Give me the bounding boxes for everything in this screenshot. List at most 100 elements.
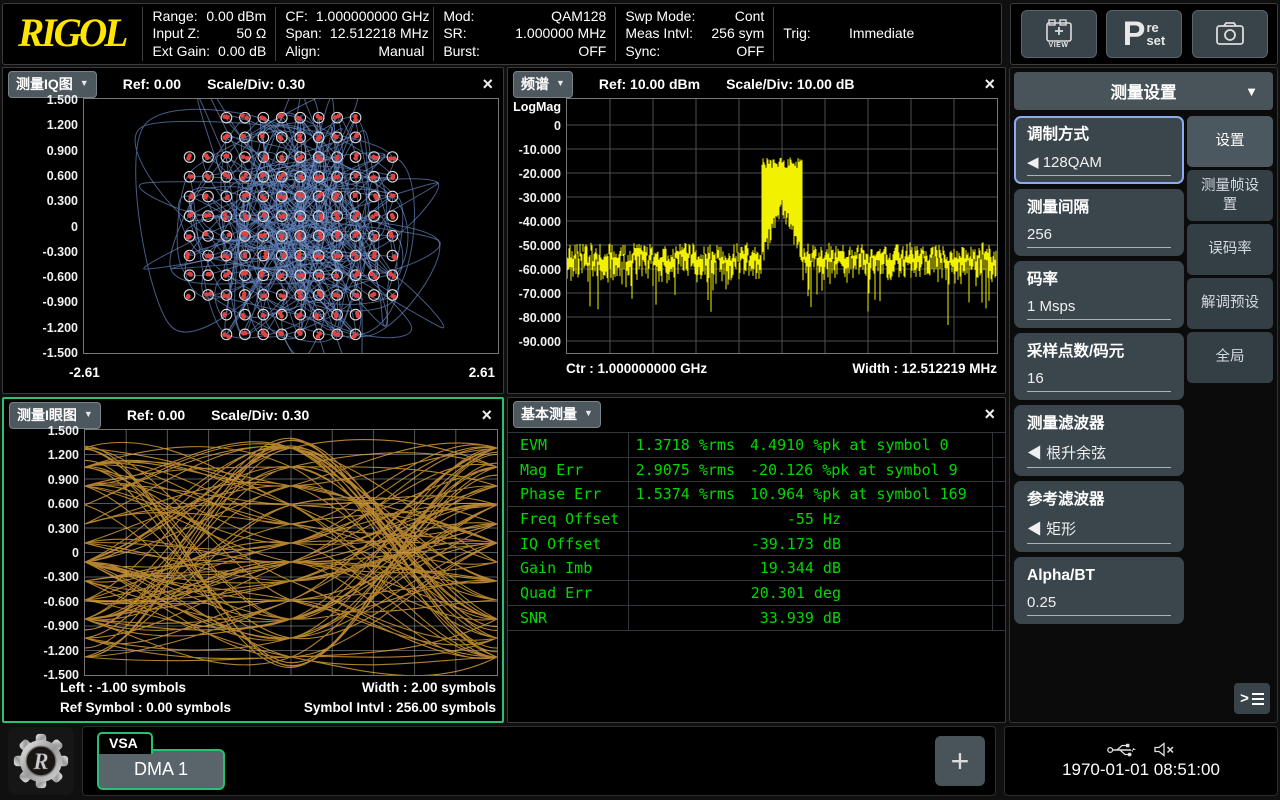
- menu-prompt-icon[interactable]: >: [1234, 683, 1270, 714]
- eye-ref-label: Ref: 0.00: [127, 407, 185, 423]
- topbar-row: Input Z:50 Ω: [152, 25, 266, 42]
- iq-scale-label: Scale/Div: 0.30: [207, 76, 305, 92]
- y-tick: -40.000: [519, 215, 561, 229]
- y-tick: 0.600: [47, 169, 78, 183]
- chevron-down-icon: ▼: [84, 410, 93, 419]
- sidebar-title: 测量设置: [1111, 79, 1177, 103]
- param-value: OFF: [578, 43, 606, 60]
- topbar-section: Range:0.00 dBmInput Z:50 ΩExt Gain: 0.00 …: [142, 7, 275, 61]
- sidebar-field-6[interactable]: Alpha/BT0.25: [1014, 557, 1184, 624]
- gt-glyph: >: [1240, 690, 1249, 707]
- sidebar-field-2[interactable]: 码率 1 Msps: [1014, 261, 1184, 328]
- app-tab-dma1[interactable]: VSA DMA 1: [97, 732, 225, 790]
- svg-text:R: R: [32, 749, 48, 774]
- param-value: 1.000000 MHz: [515, 25, 606, 42]
- sidebar-tab-3[interactable]: 解调预设: [1187, 278, 1273, 329]
- meas-name: SNR: [508, 606, 629, 630]
- topbar-row: Range:0.00 dBm: [152, 8, 266, 25]
- field-label: 参考滤波器: [1027, 490, 1171, 509]
- spectrum-panel-title: 频谱: [521, 74, 549, 94]
- meas-name: Gain Imb: [508, 556, 629, 580]
- sidebar-field-5[interactable]: 参考滤波器 ◀ 矩形: [1014, 481, 1184, 552]
- app-group-label: VSA: [97, 732, 153, 754]
- meas-value: -55 Hz: [629, 510, 841, 528]
- field-value: ◀ 根升余弦: [1027, 442, 1171, 468]
- param-value: 0.00 dB: [218, 43, 266, 60]
- parameter-readout-bar: RIGOL Range:0.00 dBmInput Z:50 ΩExt Gain…: [2, 3, 1002, 65]
- status-datetime-box: 1970-01-01 08:51:00: [1004, 726, 1278, 796]
- sidebar-tab-4[interactable]: 全局: [1187, 332, 1273, 383]
- spectrum-center-label: Ctr : 1.000000000 GHz: [566, 361, 707, 376]
- topbar-row: Align:Manual: [285, 43, 424, 60]
- sidebar-field-modulation[interactable]: 调制方式◀ 128QAM: [1014, 116, 1184, 184]
- close-icon[interactable]: ×: [482, 75, 493, 93]
- add-app-button[interactable]: +: [935, 736, 985, 786]
- measurement-settings-sidebar: 测量设置 ▼ 调制方式◀ 128QAM测量间隔256 码率 1 Msps 采样点数/码…: [1009, 67, 1278, 723]
- iq-panel-title: 测量IQ图: [16, 74, 73, 94]
- field-value: 256: [1027, 226, 1171, 248]
- app-task-strip: VSA DMA 1 +: [82, 726, 996, 796]
- eye-plot[interactable]: [84, 429, 498, 676]
- preset-button[interactable]: P re set: [1106, 10, 1182, 58]
- sidebar-tab-2[interactable]: 误码率: [1187, 224, 1273, 275]
- table-row: IQ Offset-39.173 dB: [508, 532, 1005, 557]
- screenshot-button[interactable]: [1192, 10, 1268, 58]
- y-axis-name: LogMag: [513, 100, 561, 114]
- field-label: 码率: [1027, 270, 1171, 289]
- meas-name: Phase Err: [508, 482, 629, 506]
- field-value: ◀ 矩形: [1027, 518, 1171, 544]
- panel-basic-measurement: 基本测量 ▼ × EVM1.3718 %rms4.4910 %pk at sym…: [507, 397, 1006, 723]
- meas-name: IQ Offset: [508, 532, 629, 556]
- param-label: Ext Gain:: [152, 43, 210, 60]
- y-tick: 1.200: [48, 448, 79, 462]
- close-icon[interactable]: ×: [481, 406, 492, 424]
- panel-iq-constellation: 测量IQ图 ▼ Ref: 0.00 Scale/Div: 0.30 × 1.50…: [2, 67, 504, 394]
- sidebar-field-3[interactable]: 采样点数/码元16: [1014, 333, 1184, 400]
- spectrum-plot[interactable]: [566, 98, 998, 354]
- y-tick: 0.600: [48, 497, 79, 511]
- app-tab-label: DMA 1: [97, 749, 225, 790]
- menu-lines-glyph: [1252, 693, 1264, 705]
- sidebar-tab-0[interactable]: 设置: [1187, 116, 1273, 167]
- panel-eye-diagram: 测量I眼图 ▼ Ref: 0.00 Scale/Div: 0.30 × 1.50…: [2, 397, 504, 723]
- chevron-down-icon: ▼: [556, 79, 565, 88]
- preset-p: P: [1123, 19, 1146, 49]
- camera-icon: [1213, 20, 1247, 48]
- sidebar-tab-1[interactable]: 测量帧设置: [1187, 170, 1273, 221]
- meas-value: 33.939 dB: [629, 609, 841, 627]
- meas-name: Freq Offset: [508, 507, 629, 531]
- field-value: 1 Msps: [1027, 298, 1171, 320]
- view-button[interactable]: VIEW: [1021, 10, 1097, 58]
- y-tick: -0.900: [43, 295, 78, 309]
- measurement-table: EVM1.3718 %rms4.4910 %pk at symbol 0Mag …: [508, 432, 1005, 631]
- chevron-down-icon: ▼: [1245, 84, 1258, 99]
- meas-peak-value: -20.126 %pk at symbol 9: [750, 461, 958, 479]
- eye-scale-label: Scale/Div: 0.30: [211, 407, 309, 423]
- meas-rms-value: 1.3718 %rms: [629, 436, 735, 454]
- sidebar-title-dropdown[interactable]: 测量设置 ▼: [1014, 72, 1273, 110]
- close-icon[interactable]: ×: [984, 405, 995, 423]
- eye-y-axis: 1.5001.2000.9000.6000.3000-0.300-0.600-0…: [4, 429, 84, 676]
- meas-value: 19.344 dB: [629, 559, 841, 577]
- y-tick: -1.500: [43, 346, 78, 360]
- topbar-section: Mod:QAM128SR:1.000000 MHzBurst:OFF: [433, 7, 615, 61]
- param-value: 50 Ω: [236, 25, 266, 42]
- meas-panel-type-dropdown[interactable]: 基本测量 ▼: [513, 401, 601, 428]
- system-menu-button[interactable]: R: [8, 727, 74, 795]
- iq-y-axis: 1.5001.2000.9000.6000.3000-0.300-0.600-0…: [3, 98, 83, 354]
- sidebar-field-1[interactable]: 测量间隔256: [1014, 189, 1184, 256]
- iq-plot[interactable]: [83, 98, 499, 354]
- spectrum-panel-type-dropdown[interactable]: 频谱 ▼: [513, 71, 573, 98]
- iq-x-max-label: 2.61: [469, 365, 495, 380]
- close-icon[interactable]: ×: [984, 75, 995, 93]
- meas-name: Quad Err: [508, 581, 629, 605]
- sidebar-field-4[interactable]: 测量滤波器◀ 根升余弦: [1014, 405, 1184, 476]
- bottom-bar: R VSA DMA 1 + 1970-01-01 08: [0, 723, 1280, 798]
- eye-symbolintvl-label: Symbol Intvl : 256.00 symbols: [304, 700, 496, 715]
- field-value: 0.25: [1027, 594, 1171, 616]
- topbar-row: Trig:Immediate: [783, 25, 914, 42]
- eye-refsymbol-label: Ref Symbol : 0.00 symbols: [60, 700, 231, 715]
- y-tick: 0: [72, 546, 79, 560]
- meas-value: -39.173 dB: [629, 535, 841, 553]
- view-button-label: VIEW: [1049, 42, 1069, 49]
